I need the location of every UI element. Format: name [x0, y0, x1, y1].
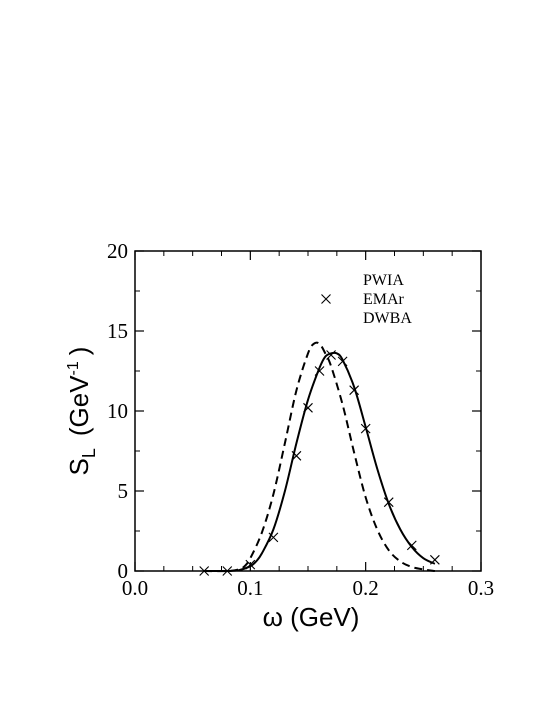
legend-label-dwba: DWBA — [363, 310, 412, 327]
x-axis-title: ω (GeV) — [263, 602, 360, 632]
y-tick-label: 0 — [118, 559, 129, 583]
y-axis-title-unit-open: (GeV — [64, 375, 94, 436]
series-layer — [199, 341, 440, 576]
y-tick-label: 20 — [107, 239, 128, 263]
y-tick-label: 5 — [118, 479, 129, 503]
x-tick-label: 0.3 — [468, 576, 494, 600]
x-tick-label: 0.0 — [122, 576, 148, 600]
y-axis-title-unit-close: ) — [64, 347, 94, 356]
y-axis-title-unit-sup: -1 — [65, 361, 82, 375]
x-tick-label: 0.1 — [237, 576, 263, 600]
series-line-pwia — [204, 341, 436, 573]
legend-label-pwia: PWIA — [363, 272, 404, 289]
legend-marker-emar — [321, 294, 331, 304]
y-axis-title: SL (GeV-1) — [64, 347, 99, 476]
y-tick-label: 15 — [107, 319, 128, 343]
legend-label-emar: EMAr — [363, 291, 405, 308]
x-tick-label: 0.2 — [353, 576, 379, 600]
y-tick-labels: 0 5 10 15 20 — [107, 239, 128, 583]
series-line-dwba — [204, 351, 436, 573]
plot-frame — [134, 250, 482, 572]
legend: PWIA EMAr DWBA — [321, 272, 412, 327]
x-tick-labels: 0.0 0.1 0.2 0.3 — [122, 576, 494, 600]
y-axis-title-main: S — [64, 458, 94, 475]
y-axis-title-sub: L — [79, 448, 99, 458]
y-tick-label: 10 — [107, 399, 128, 423]
axis-ticks — [134, 250, 482, 572]
